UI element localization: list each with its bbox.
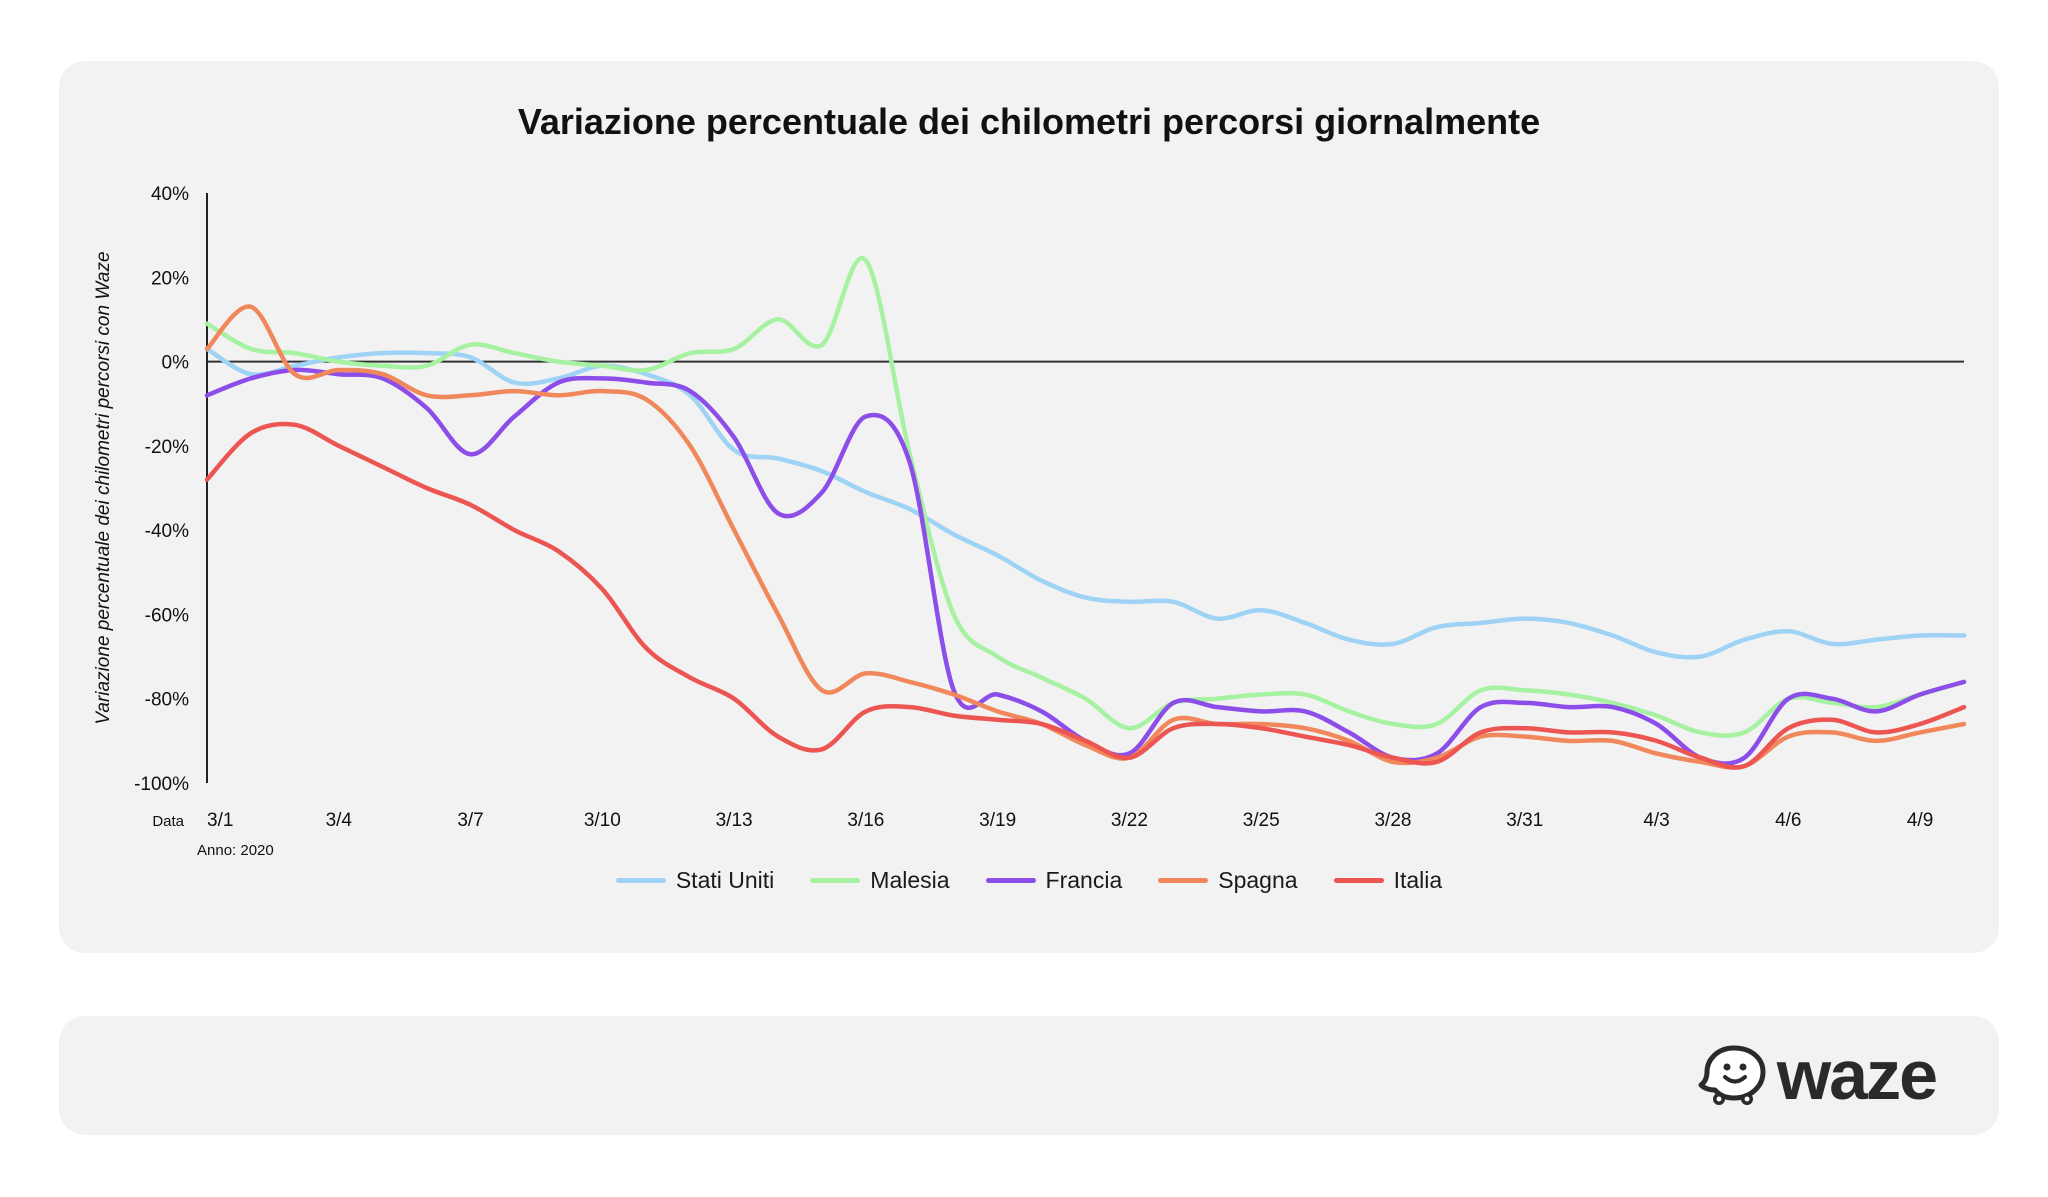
legend-label: Francia (1045, 867, 1123, 893)
x-tick-label: 4/9 (1907, 810, 1933, 831)
series-line-francia (204, 367, 1967, 766)
x-tick-label: 3/19 (979, 810, 1016, 831)
x-tick-label: 3/4 (326, 810, 353, 831)
legend-swatch (810, 878, 861, 883)
y-axis-title: Variazione percentuale dei chilometri pe… (93, 251, 114, 724)
legend-swatch (615, 878, 666, 883)
legend-swatch (1158, 878, 1209, 883)
x-tick-label: 3/22 (1111, 810, 1148, 831)
y-tick-label: 0% (162, 353, 190, 374)
waze-smiley-icon (1698, 1045, 1766, 1105)
footer-panel: waze (59, 1016, 1999, 1135)
x-tick-label: 3/28 (1374, 810, 1411, 831)
x-tick-label: 3/7 (457, 810, 483, 831)
y-tick-label: -80% (145, 690, 189, 711)
x-tick-label: 3/25 (1243, 810, 1280, 831)
legend-label: Stati Uniti (675, 867, 775, 893)
x-tick-label: 3/1 (207, 810, 233, 831)
y-tick-label: 40% (151, 184, 189, 205)
year-note: Anno: 2020 (197, 842, 274, 859)
y-tick-label: -20% (145, 437, 189, 458)
x-tick-label: 3/31 (1506, 810, 1543, 831)
chart-panel: Variazione percentuale dei chilometri pe… (59, 61, 1999, 953)
legend-label: Italia (1393, 867, 1443, 893)
x-axis-prefix: Data (152, 813, 184, 830)
legend-item-stati-uniti: Stati Uniti (615, 867, 775, 894)
x-tick-label: 3/16 (847, 810, 884, 831)
chart-title: Variazione percentuale dei chilometri pe… (517, 101, 1541, 142)
y-tick-label: -60% (145, 605, 189, 626)
legend-item-italia: Italia (1333, 867, 1443, 894)
series-line-italia (204, 421, 1967, 770)
series-line-stati-uniti (204, 346, 1967, 660)
x-tick-label: 4/3 (1643, 810, 1669, 831)
legend-label: Spagna (1218, 867, 1298, 893)
waze-wordmark: waze (1776, 1036, 1938, 1114)
chart-legend: Stati Uniti Malesia Francia Spagna Italia (59, 867, 1999, 894)
y-tick-label: -100% (134, 774, 189, 795)
x-tick-label: 3/13 (716, 810, 753, 831)
line-chart: 40% 20% 0% -20% -40% -60% -80% -100% Variazione … (93, 184, 1967, 859)
legend-swatch (985, 878, 1036, 883)
y-tick-label: 20% (151, 268, 189, 289)
series-line-spagna (204, 304, 1967, 770)
y-tick-label: -40% (145, 521, 189, 542)
legend-item-spagna: Spagna (1158, 867, 1298, 894)
series-line-malesia (204, 255, 1967, 738)
legend-item-malesia: Malesia (810, 867, 950, 894)
x-tick-label: 4/6 (1775, 810, 1801, 831)
x-tick-label: 3/10 (584, 810, 621, 831)
legend-item-francia: Francia (985, 867, 1123, 894)
legend-label: Malesia (870, 867, 950, 893)
waze-logo: waze (1697, 1036, 1938, 1114)
legend-swatch (1333, 878, 1384, 883)
